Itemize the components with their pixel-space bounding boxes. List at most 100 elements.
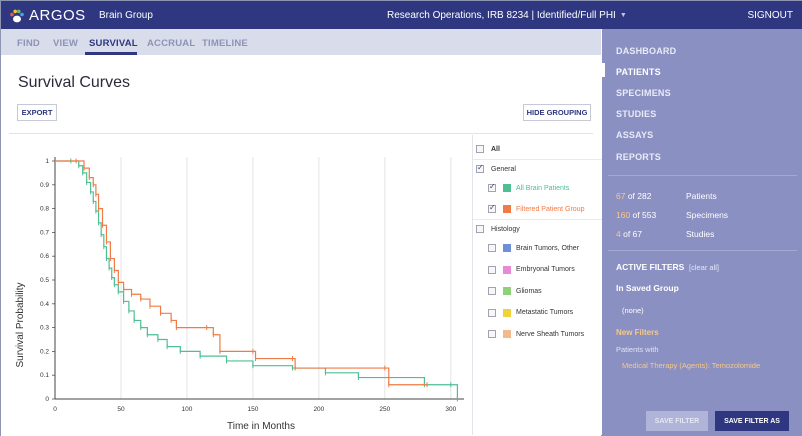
y-tick-label: 0.2 [40,348,49,355]
histology-item-checkbox[interactable] [488,287,496,295]
stat-specimens: 160 of 553 [616,210,656,220]
save-filter-as-button[interactable]: SAVE FILTER AS [715,411,789,431]
legend-filtered[interactable]: Filtered Patient Group [488,202,584,216]
context-label: Research Operations, IRB 8234 | Identifi… [387,10,616,21]
chevron-down-icon: ▼ [619,12,627,19]
sidebar-divider [608,250,797,251]
legend-histology-item[interactable]: Embryonal Tumors [488,263,575,277]
group-name[interactable]: Brain Group [99,10,153,21]
x-tick-label: 150 [247,406,258,413]
nav-patients[interactable]: PATIENTS [616,67,661,77]
nav-studies[interactable]: STUDIES [616,109,657,119]
y-tick-label: 0.3 [40,325,49,332]
stat-specimens-total: of 553 [630,210,657,220]
x-tick-label: 300 [445,406,456,413]
main-panel: Survival Curves EXPORT HIDE GROUPING 0 50… [1,55,602,436]
legend-panel: All General All Brain Patients Filtered … [472,135,602,435]
divider [9,133,593,134]
legend-all[interactable]: All [476,142,500,156]
histology-item-swatch [503,330,511,338]
tab-accrual[interactable]: ACCRUAL [147,38,196,49]
histology-item-checkbox[interactable] [488,244,496,252]
histology-item-swatch [503,244,511,252]
y-tick-label: 0.7 [40,229,49,236]
stat-studies-count: 4 [616,229,621,239]
legend-histology-item[interactable]: Brain Tumors, Other [488,241,579,255]
hide-grouping-button[interactable]: HIDE GROUPING [523,104,591,121]
legend-histology-item[interactable]: Gliomas [488,284,542,298]
saved-group-value: (none) [622,306,644,315]
histology-item-checkbox[interactable] [488,265,496,274]
save-filter-button[interactable]: SAVE FILTER [646,411,708,431]
tab-survival[interactable]: SURVIVAL [89,38,138,49]
stat-specimens-label: Specimens [686,210,729,220]
histology-checkbox[interactable] [476,225,484,233]
legend-divider [473,159,602,160]
sidebar-divider [608,175,797,176]
sidebar: DASHBOARD PATIENTS SPECIMENS STUDIES ASS… [602,29,802,436]
nav-assays[interactable]: ASSAYS [616,130,654,140]
all-checkbox[interactable] [476,145,484,153]
survival-curve [55,160,459,399]
histology-item-label: Embryonal Tumors [516,266,575,273]
histology-item-label: Metastatic Tumors [516,309,574,316]
filter-value[interactable]: Medical Therapy (Agents): Temozolomide [622,361,761,370]
histology-item-swatch [503,287,511,295]
y-tick-label: 0.5 [40,277,49,284]
in-saved-group-title: In Saved Group [616,283,679,293]
nav-dashboard[interactable]: DASHBOARD [616,46,677,56]
tab-timeline[interactable]: TIMELINE [202,38,248,49]
survival-curve [55,160,428,386]
y-tick-label: 0.1 [40,372,49,379]
filtered-checkbox[interactable] [488,203,496,213]
general-checkbox[interactable] [476,163,484,173]
paw-logo-icon [10,9,24,22]
stat-patients-label: Patients [686,191,717,201]
signout-link[interactable]: SIGNOUT [747,10,793,21]
x-tick-label: 0 [53,406,57,413]
legend-histology[interactable]: Histology [476,222,520,236]
histology-item-checkbox[interactable] [488,308,496,317]
legend-all-brain-label: All Brain Patients [516,184,570,192]
x-tick-label: 250 [379,406,390,413]
legend-histology-label: Histology [491,225,520,233]
export-button[interactable]: EXPORT [17,104,57,121]
x-tick-label: 200 [313,406,324,413]
x-axis-label: Time in Months [227,421,295,432]
histology-item-label: Nerve Sheath Tumors [516,330,585,338]
tab-view[interactable]: VIEW [53,38,79,49]
legend-general-label: General [491,165,516,173]
active-filters-title: ACTIVE FILTERS [616,262,685,272]
chart-series [55,158,459,402]
legend-histology-item[interactable]: Nerve Sheath Tumors [488,327,584,341]
all-brain-checkbox[interactable] [488,182,496,192]
page-title: Survival Curves [18,74,131,91]
stat-patients-total: of 282 [625,191,652,201]
stat-studies-total: of 67 [620,229,643,239]
legend-divider [473,219,602,220]
all-brain-swatch [503,184,511,192]
stat-specimens-count: 160 [616,210,631,220]
app-logo[interactable]: ARGOS [9,7,86,24]
legend-histology-item[interactable]: Metastatic Tumors [488,306,573,320]
histology-item-swatch [503,308,511,317]
legend-general[interactable]: General [476,162,516,176]
nav-reports[interactable]: REPORTS [616,152,661,162]
histology-item-label: Gliomas [516,287,542,295]
nav-specimens[interactable]: SPECIMENS [616,88,671,98]
legend-filtered-label: Filtered Patient Group [516,205,585,213]
y-axis-label: Survival Probability [15,282,26,367]
new-filters-title: New Filters [616,328,659,337]
legend-all-label: All [491,145,500,153]
y-tick-label: 0.8 [40,206,49,213]
y-tick-label: 0.4 [40,301,49,308]
histology-item-checkbox[interactable] [488,330,496,338]
tab-bar: FIND VIEW SURVIVAL ACCRUAL TIMELINE [1,29,601,55]
stat-studies: 4 of 67 [616,229,642,239]
context-selector[interactable]: Research Operations, IRB 8234 | Identifi… [387,10,627,21]
clear-all-link[interactable]: [clear all] [689,263,720,272]
y-tick-label: 0.6 [40,253,49,260]
x-tick-label: 100 [182,406,193,413]
legend-all-brain[interactable]: All Brain Patients [488,181,569,195]
tab-find[interactable]: FIND [17,38,40,49]
